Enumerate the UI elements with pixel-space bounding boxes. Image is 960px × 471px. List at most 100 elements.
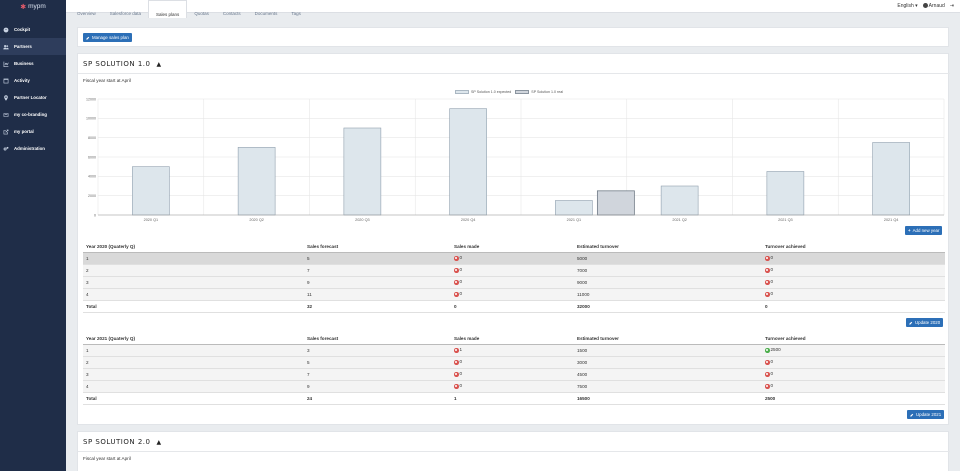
table-row[interactable]: 1 5 0 5000 0 xyxy=(83,252,945,265)
status-red-icon xyxy=(765,268,770,273)
cell-made: 1 xyxy=(451,344,574,357)
sidebar-item-my-portal[interactable]: my portal xyxy=(0,123,66,140)
tab-tags[interactable]: Tags xyxy=(291,11,301,16)
sidebar-item-partner-locator[interactable]: Partner Locator xyxy=(0,89,66,106)
status-red-icon xyxy=(454,292,459,297)
user-name: Arnaud xyxy=(928,3,945,9)
y-tick-label: 4000 xyxy=(88,175,96,179)
manage-card: Manage sales plan xyxy=(77,27,949,47)
table-row[interactable]: 2 7 0 7000 0 xyxy=(83,264,945,277)
cell-value: 0 xyxy=(459,383,463,389)
col-header-turnover: Estimated turnover xyxy=(574,241,762,253)
divider xyxy=(78,73,950,74)
cell-turnover: 7000 xyxy=(574,264,762,277)
col-header-turnover: Estimated turnover xyxy=(574,333,762,345)
sidebar-item-administration[interactable]: Administration xyxy=(0,140,66,157)
tab-documents[interactable]: Documents xyxy=(254,11,278,16)
tab-salesforce-data[interactable]: Salesforce data xyxy=(109,11,142,16)
cell-quarter: 2 xyxy=(83,264,304,277)
col-header-made: Sales made xyxy=(451,241,574,253)
cell-turnover: 32000 xyxy=(574,300,762,313)
logout-icon[interactable]: ⇥ xyxy=(949,3,954,9)
pencil-icon xyxy=(909,321,913,325)
manage-sales-plan-button[interactable]: Manage sales plan xyxy=(83,33,132,42)
sidebar-item-activity[interactable]: Activity xyxy=(0,72,66,89)
table-row[interactable]: 4 9 0 7500 0 xyxy=(83,380,945,393)
update-2020-button[interactable]: Update 2020 xyxy=(906,318,944,327)
status-red-icon xyxy=(765,372,770,377)
cell-achieved: 0 xyxy=(762,368,945,381)
cell-total-label: Total xyxy=(83,392,304,405)
legend-item-expected: SP Solution 1.0 expected xyxy=(455,90,511,95)
sidebar-item-partners[interactable]: Partners xyxy=(0,38,66,55)
cell-forecast: 9 xyxy=(304,380,451,393)
cell-achieved: 0 xyxy=(762,356,945,369)
chart-legend: SP Solution 1.0 expected SP Solution 1.0… xyxy=(455,90,563,95)
table-row[interactable]: 2 5 0 3000 0 xyxy=(83,356,945,369)
x-tick-label: 2020 Q1 xyxy=(144,218,159,222)
cell-made: 0 xyxy=(451,288,574,301)
bar-expected xyxy=(132,166,170,216)
tab-contacts[interactable]: Contacts xyxy=(222,11,241,16)
update-2021-button[interactable]: Update 2021 xyxy=(907,410,945,419)
y-tick-label: 8000 xyxy=(88,136,96,140)
table-row[interactable]: 4 11 0 11000 0 xyxy=(83,288,945,301)
status-red-icon xyxy=(765,256,770,261)
bar-expected xyxy=(237,147,276,216)
add-new-year-button[interactable]: + Add new year xyxy=(905,226,943,235)
cell-achieved: 0 xyxy=(762,300,945,313)
cell-made: 0 xyxy=(451,300,574,313)
location-pin-icon xyxy=(3,94,9,101)
table-row[interactable]: 3 9 0 9000 0 xyxy=(83,276,945,289)
partners-icon xyxy=(3,44,9,50)
table-row[interactable]: 1 3 1 1500 2500 xyxy=(83,344,945,357)
bar-expected xyxy=(766,171,805,216)
top-right-controls: English ▾ Arnaud ⇥ xyxy=(897,3,954,9)
status-red-icon xyxy=(454,348,459,353)
chevron-up-icon[interactable]: ▲ xyxy=(156,438,162,446)
legend-item-real: SP Solution 1.0 real xyxy=(515,90,563,95)
table-2021: Year 2021 (Quaterly Q) Sales forecast Sa… xyxy=(83,333,945,405)
fiscal-year-text: Fiscal year start at April xyxy=(83,456,131,461)
cell-achieved: 0 xyxy=(762,252,945,265)
table-row[interactable]: 3 7 0 4500 0 xyxy=(83,368,945,381)
tab-quotas[interactable]: Quotas xyxy=(194,11,209,16)
language-selector[interactable]: English ▾ xyxy=(897,3,917,9)
app-logo[interactable]: ✱ mypm xyxy=(0,0,66,13)
cell-value: 0 xyxy=(770,279,774,285)
logo-text: mypm xyxy=(28,3,46,10)
status-red-icon xyxy=(765,384,770,389)
user-menu[interactable]: Arnaud xyxy=(922,3,945,9)
sidebar-item-business[interactable]: Business xyxy=(0,55,66,72)
chart-plot: 0 2000 4000 6000 8000 10000 12000 2020 Q1 2020 Q… xyxy=(86,97,945,222)
sidebar-item-label: Partners xyxy=(14,44,32,49)
cell-turnover: 16500 xyxy=(574,392,762,405)
sidebar-item-label: Partner Locator xyxy=(14,95,47,100)
sidebar-item-label: my portal xyxy=(14,129,34,134)
cell-forecast: 9 xyxy=(304,276,451,289)
cell-value: 2500 xyxy=(770,347,781,353)
sidebar-item-co-branding[interactable]: my co-branding xyxy=(0,106,66,123)
cell-value: 0 xyxy=(459,267,463,273)
cell-achieved: 0 xyxy=(762,264,945,277)
cell-turnover: 9000 xyxy=(574,276,762,289)
cell-quarter: 3 xyxy=(83,368,304,381)
legend-swatch xyxy=(455,90,469,95)
cell-achieved: 2500 xyxy=(762,344,945,357)
tab-sales-plans[interactable]: Sales plans xyxy=(148,0,188,18)
cell-forecast: 32 xyxy=(304,300,451,313)
sidebar-item-cockpit[interactable]: Cockpit xyxy=(0,21,66,38)
cell-value: 0 xyxy=(770,383,774,389)
cell-value: 0 xyxy=(770,255,774,261)
sidebar-item-label: my co-branding xyxy=(14,112,47,117)
cell-total-label: Total xyxy=(83,300,304,313)
tab-overview[interactable]: Overview xyxy=(77,11,96,16)
cell-quarter: 4 xyxy=(83,380,304,393)
cell-forecast: 24 xyxy=(304,392,451,405)
col-header-forecast: Sales forecast xyxy=(304,333,451,345)
topbar: Overview Salesforce data Sales plans Quo… xyxy=(66,0,960,18)
button-label: Add new year xyxy=(912,228,940,233)
y-tick-label: 10000 xyxy=(86,117,96,121)
cell-quarter: 4 xyxy=(83,288,304,301)
chevron-up-icon[interactable]: ▲ xyxy=(156,60,162,68)
